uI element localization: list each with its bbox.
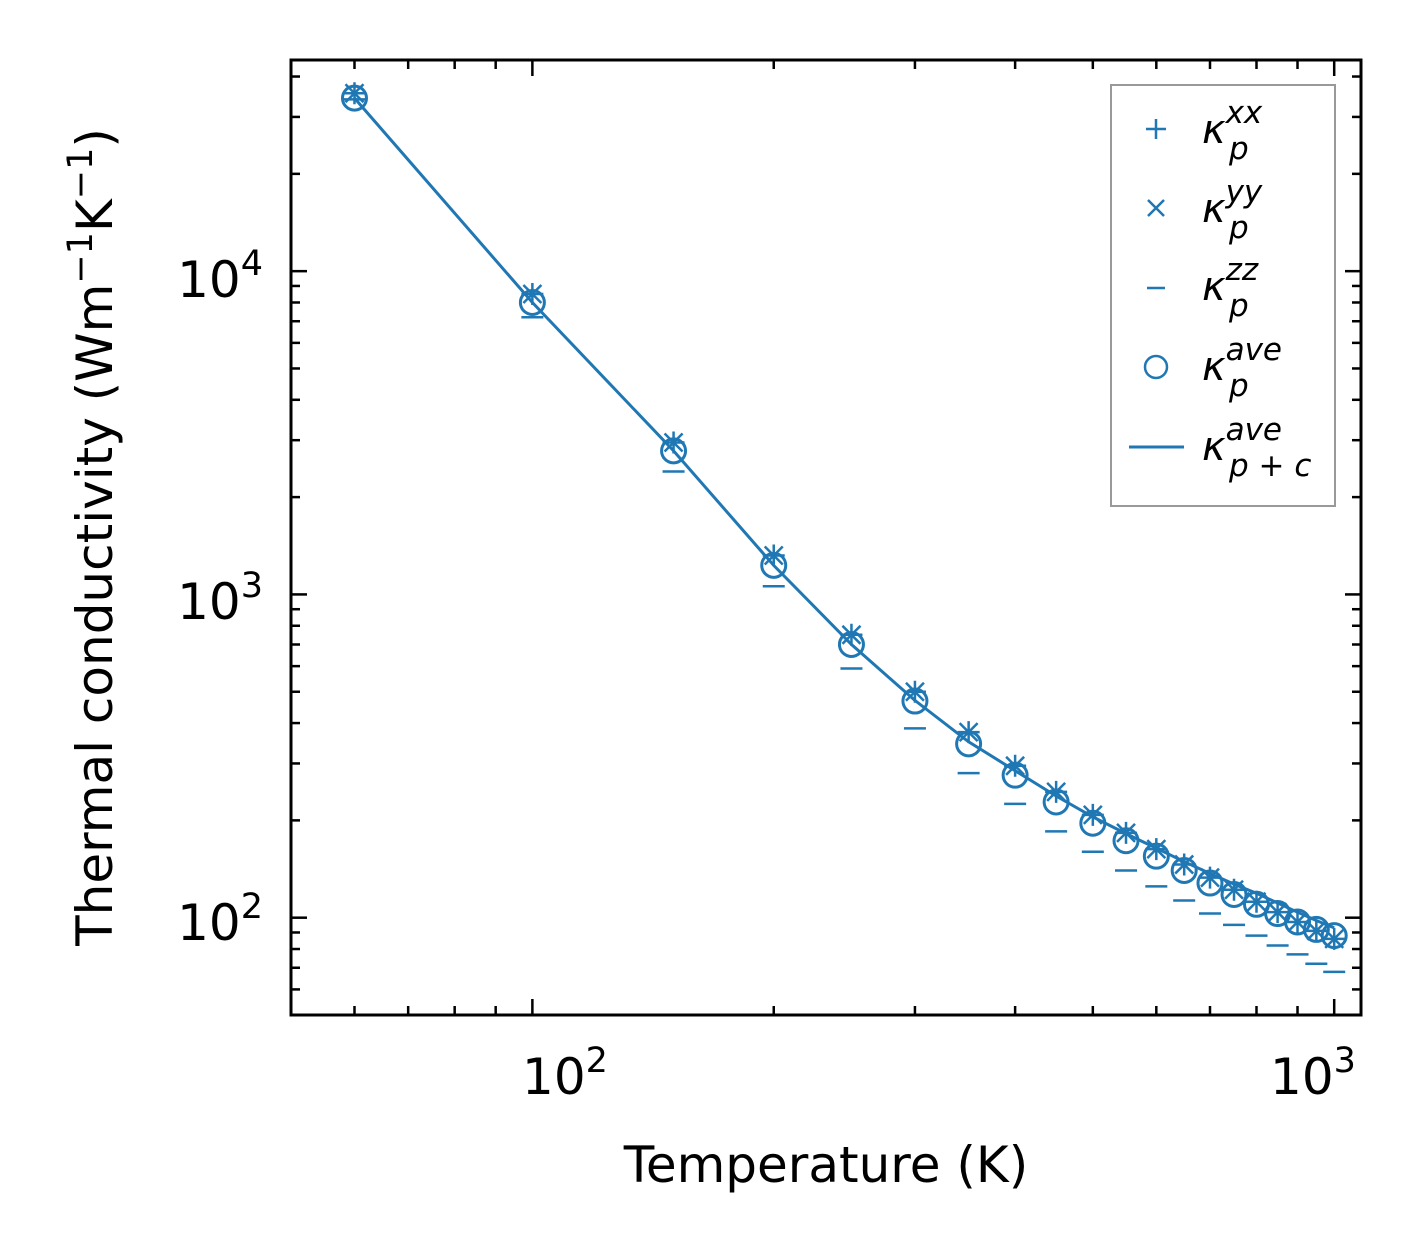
legend-entry-kappa-zz: κzz p xyxy=(1147,252,1259,324)
point-kappa_p_ave-250 xyxy=(837,630,865,658)
plot-frame xyxy=(289,58,1363,1017)
point-kappa_p_yy-850 xyxy=(1267,902,1288,923)
legend-entry-kappa-yy: κyy p xyxy=(1147,174,1263,246)
point-kappa_p_ave-350 xyxy=(955,730,983,758)
point-kappa_p_yy-100 xyxy=(522,284,543,304)
point-kappa_p_ave-450 xyxy=(1042,788,1070,816)
legend-label-kappa-pc-ave: κave p + c xyxy=(1202,412,1311,484)
legend-circle-icon xyxy=(1143,354,1169,380)
point-kappa_p_ave-600 xyxy=(1142,842,1170,870)
legend-entry-kappa-pc-ave: κave p + c xyxy=(1129,412,1311,484)
point-kappa_p_ave-500 xyxy=(1079,809,1107,837)
plot-area xyxy=(289,58,1363,1017)
point-kappa_p_ave-950 xyxy=(1302,915,1330,943)
legend-label-kappa-ave: κave p xyxy=(1202,332,1282,404)
point-kappa_p_ave-200 xyxy=(760,551,788,579)
point-kappa_p_yy-450 xyxy=(1046,782,1067,802)
y-tick-labels: 102 103 104 xyxy=(177,244,263,952)
point-kappa_p_yy-200 xyxy=(763,545,784,566)
point-kappa_p_yy-800 xyxy=(1246,891,1267,912)
point-kappa_p_yy-500 xyxy=(1082,804,1103,825)
legend-label-kappa-yy: κyy p xyxy=(1202,174,1263,246)
x-tick-label-1000: 103 xyxy=(1270,1041,1356,1106)
point-kappa_p_ave-700 xyxy=(1196,869,1224,897)
point-kappa_p_ave-900 xyxy=(1284,908,1312,936)
series-markers-group xyxy=(340,82,1348,974)
legend-entry-kappa-xx: κxx p xyxy=(1146,95,1263,167)
x-tick-label-100: 102 xyxy=(522,1041,608,1106)
legend-frame xyxy=(1110,84,1336,507)
point-kappa_p_ave-1000 xyxy=(1320,922,1348,950)
point-kappa_p_yy-600 xyxy=(1146,839,1167,859)
point-kappa_p_ave-60 xyxy=(340,84,368,112)
minor-ticks xyxy=(289,60,1361,1017)
legend-label-kappa-zz: κzz p xyxy=(1202,252,1259,324)
x-axis-title: Temperature (K) xyxy=(623,1136,1028,1194)
legend-label-kappa-xx: κxx p xyxy=(1202,95,1263,167)
point-kappa_p_ave-400 xyxy=(1001,761,1029,789)
legend-plus-icon xyxy=(1146,119,1166,139)
point-kappa_p_yy-300 xyxy=(905,681,925,702)
x-tick-labels: 102 103 xyxy=(522,1041,1356,1106)
point-kappa_p_yy-250 xyxy=(841,624,862,645)
point-kappa_p_ave-300 xyxy=(901,687,929,715)
legend-entry-kappa-ave: κave p xyxy=(1143,332,1282,404)
y-tick-label-10000: 104 xyxy=(177,244,263,309)
point-kappa_p_yy-550 xyxy=(1116,822,1136,843)
point-kappa_p_yy-150 xyxy=(663,432,684,453)
legend-x-icon xyxy=(1147,199,1165,217)
y-tick-label-1000: 103 xyxy=(177,566,263,631)
y-tick-label-100: 102 xyxy=(177,887,263,952)
point-kappa_p_ave-650 xyxy=(1170,856,1198,884)
point-kappa_p_ave-550 xyxy=(1112,827,1140,855)
legend: κxx p κyy p κzz p κave p κave p + c xyxy=(1110,84,1336,507)
point-kappa_p_yy-400 xyxy=(1005,755,1026,776)
y-axis-title: Thermal conductivity (Wm−1K−1) xyxy=(61,128,124,947)
point-kappa_p_ave-100 xyxy=(518,288,546,316)
major-ticks xyxy=(291,60,1361,1015)
point-kappa_p_ave-750 xyxy=(1220,880,1248,908)
point-kappa_p_ave-150 xyxy=(660,437,688,465)
